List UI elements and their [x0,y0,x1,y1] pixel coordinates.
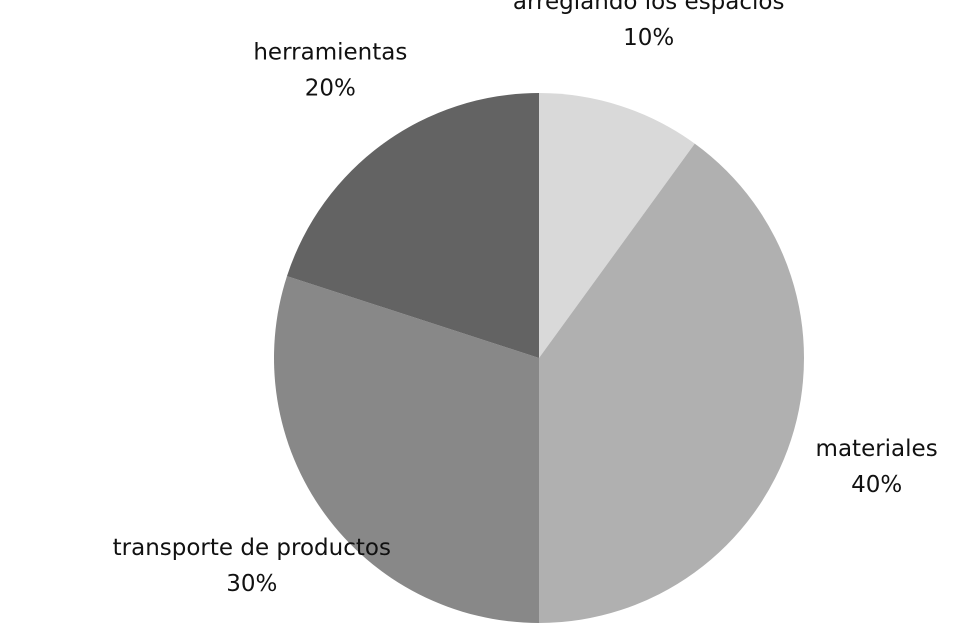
slice-label: materiales [816,436,938,462]
pie-slice [539,93,695,358]
slice-label: herramientas [253,39,407,65]
slice-value-label: 10% [623,25,674,51]
slice-label: transporte de productos [113,535,391,561]
pie-slice [274,276,539,623]
pie-slice [539,143,804,623]
slice-label: arreglando los espacios [513,0,785,15]
slice-value-label: 40% [851,472,902,498]
pie-slice [286,93,539,358]
slice-value-label: 20% [305,75,356,101]
slice-value-label: 30% [226,571,277,597]
